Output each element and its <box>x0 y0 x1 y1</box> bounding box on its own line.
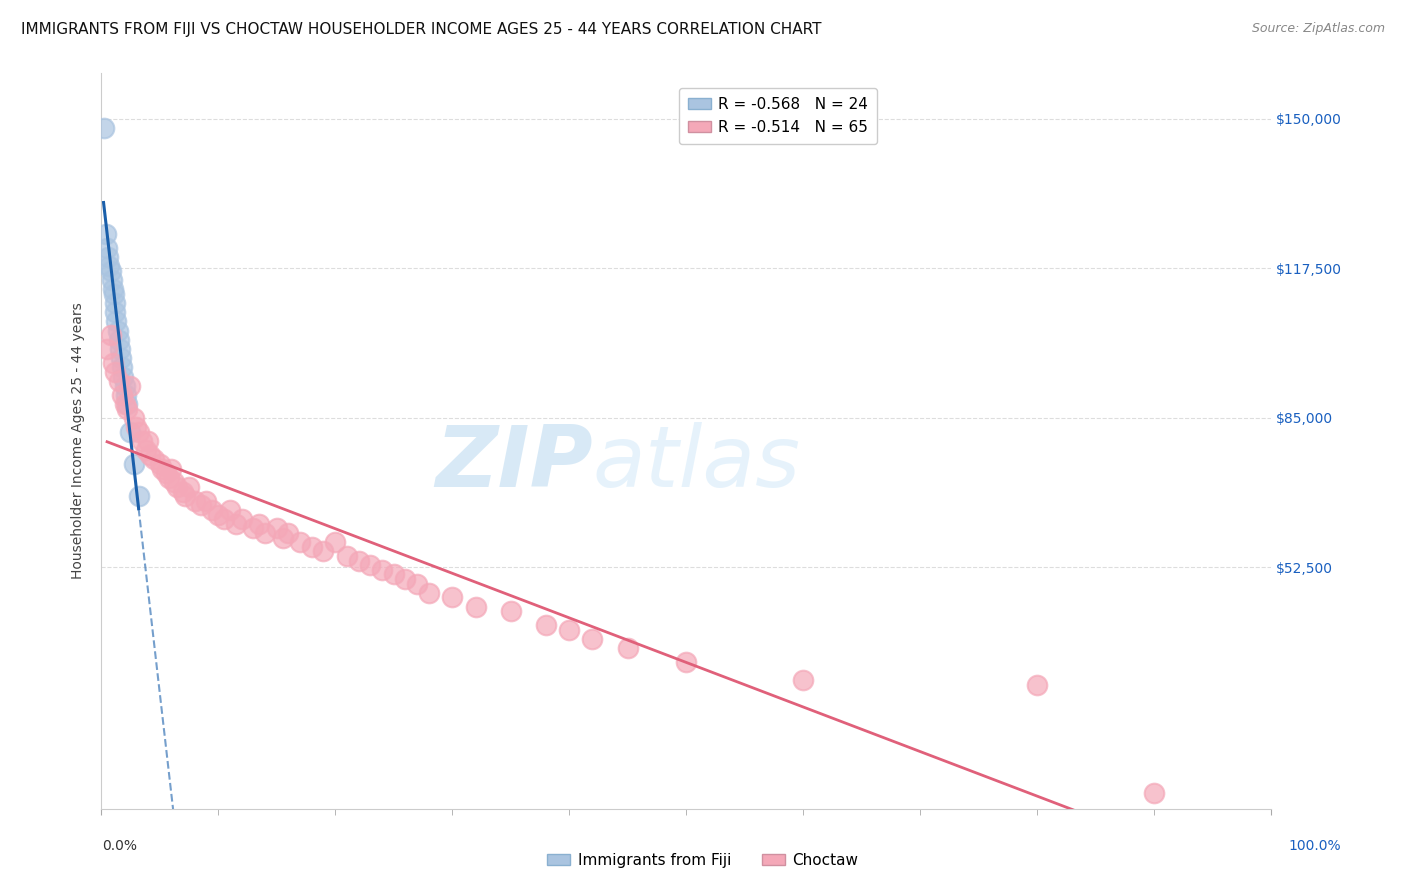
Point <box>104 305 127 319</box>
Point <box>101 282 124 296</box>
Point <box>792 673 814 688</box>
Text: 100.0%: 100.0% <box>1288 838 1341 853</box>
Point <box>271 531 294 545</box>
Point <box>371 563 394 577</box>
Point <box>225 516 247 531</box>
Point <box>114 397 136 411</box>
Point <box>288 535 311 549</box>
Point <box>104 365 127 379</box>
Point <box>100 264 122 278</box>
Point <box>112 369 135 384</box>
Point <box>253 526 276 541</box>
Point <box>115 401 138 416</box>
Point <box>96 342 118 356</box>
Point <box>616 640 638 655</box>
Point <box>212 512 235 526</box>
Point <box>675 655 697 669</box>
Point <box>347 553 370 567</box>
Point <box>142 452 165 467</box>
Point <box>174 489 197 503</box>
Point <box>166 480 188 494</box>
Point <box>581 632 603 646</box>
Point <box>108 342 131 356</box>
Text: atlas: atlas <box>592 422 800 505</box>
Legend: Immigrants from Fiji, Choctaw: Immigrants from Fiji, Choctaw <box>541 847 865 873</box>
Point <box>120 379 142 393</box>
Point <box>128 489 150 503</box>
Point <box>441 591 464 605</box>
Point <box>115 397 138 411</box>
Point <box>122 411 145 425</box>
Point <box>163 475 186 490</box>
Point <box>177 480 200 494</box>
Point <box>323 535 346 549</box>
Point <box>107 374 129 388</box>
Point <box>107 324 129 338</box>
Text: IMMIGRANTS FROM FIJI VS CHOCTAW HOUSEHOLDER INCOME AGES 25 - 44 YEARS CORRELATIO: IMMIGRANTS FROM FIJI VS CHOCTAW HOUSEHOL… <box>21 22 821 37</box>
Point <box>110 351 132 366</box>
Point <box>266 521 288 535</box>
Point <box>98 259 121 273</box>
Point <box>128 425 150 439</box>
Text: 0.0%: 0.0% <box>103 838 136 853</box>
Point <box>105 314 128 328</box>
Point <box>94 227 117 241</box>
Point <box>125 420 148 434</box>
Legend: R = -0.568   N = 24, R = -0.514   N = 65: R = -0.568 N = 24, R = -0.514 N = 65 <box>679 88 877 144</box>
Y-axis label: Householder Income Ages 25 - 44 years: Householder Income Ages 25 - 44 years <box>72 302 86 580</box>
Point <box>1143 786 1166 800</box>
Point <box>190 499 212 513</box>
Point <box>184 493 207 508</box>
Point <box>120 425 142 439</box>
Point <box>382 567 405 582</box>
Point <box>100 273 122 287</box>
Point <box>231 512 253 526</box>
Point <box>394 572 416 586</box>
Point <box>104 296 127 310</box>
Point <box>107 333 129 347</box>
Point <box>149 457 172 471</box>
Point <box>103 286 125 301</box>
Point <box>114 388 136 402</box>
Point <box>406 576 429 591</box>
Point <box>359 558 381 573</box>
Point <box>111 388 134 402</box>
Point <box>219 503 242 517</box>
Point <box>111 360 134 375</box>
Point <box>160 461 183 475</box>
Point <box>534 618 557 632</box>
Point <box>101 356 124 370</box>
Point <box>499 604 522 618</box>
Point <box>97 250 120 264</box>
Point <box>312 544 335 558</box>
Point <box>277 526 299 541</box>
Text: ZIP: ZIP <box>434 422 592 505</box>
Point <box>1026 678 1049 692</box>
Point <box>139 448 162 462</box>
Point <box>172 484 194 499</box>
Point <box>131 434 153 448</box>
Point <box>247 516 270 531</box>
Point <box>195 493 218 508</box>
Point <box>114 379 136 393</box>
Point <box>207 508 229 522</box>
Point <box>201 503 224 517</box>
Point <box>150 461 173 475</box>
Point <box>336 549 359 563</box>
Point <box>136 434 159 448</box>
Point <box>464 599 486 614</box>
Text: Source: ZipAtlas.com: Source: ZipAtlas.com <box>1251 22 1385 36</box>
Point <box>558 623 581 637</box>
Point <box>155 466 177 480</box>
Point <box>135 443 157 458</box>
Point <box>93 121 115 136</box>
Point <box>157 471 180 485</box>
Point <box>242 521 264 535</box>
Point <box>418 586 440 600</box>
Point <box>301 540 323 554</box>
Point <box>100 328 122 343</box>
Point <box>122 457 145 471</box>
Point <box>96 241 118 255</box>
